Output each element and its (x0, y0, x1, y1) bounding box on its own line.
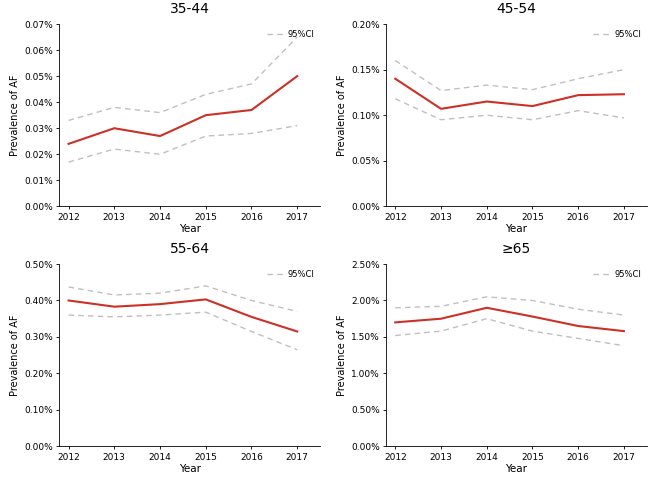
Legend: 95%CI: 95%CI (265, 268, 316, 280)
X-axis label: Year: Year (506, 225, 527, 234)
Y-axis label: Prevalence of AF: Prevalence of AF (337, 74, 347, 156)
Y-axis label: Prevalence of AF: Prevalence of AF (11, 314, 20, 396)
Title: 55-64: 55-64 (170, 242, 210, 256)
Title: ≥65: ≥65 (502, 242, 531, 256)
Y-axis label: Prevalence of AF: Prevalence of AF (337, 314, 347, 396)
Legend: 95%CI: 95%CI (591, 28, 643, 40)
Legend: 95%CI: 95%CI (591, 268, 643, 280)
X-axis label: Year: Year (506, 465, 527, 474)
X-axis label: Year: Year (179, 465, 201, 474)
Title: 35-44: 35-44 (170, 2, 210, 16)
Y-axis label: Prevalence of AF: Prevalence of AF (11, 74, 20, 156)
Title: 45-54: 45-54 (496, 2, 537, 16)
Legend: 95%CI: 95%CI (265, 28, 316, 40)
X-axis label: Year: Year (179, 225, 201, 234)
